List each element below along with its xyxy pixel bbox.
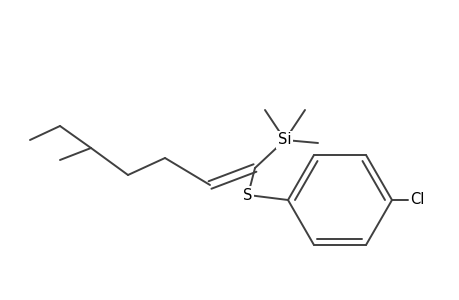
Text: Cl: Cl bbox=[409, 193, 424, 208]
Text: Si: Si bbox=[278, 133, 291, 148]
Text: S: S bbox=[243, 188, 252, 202]
